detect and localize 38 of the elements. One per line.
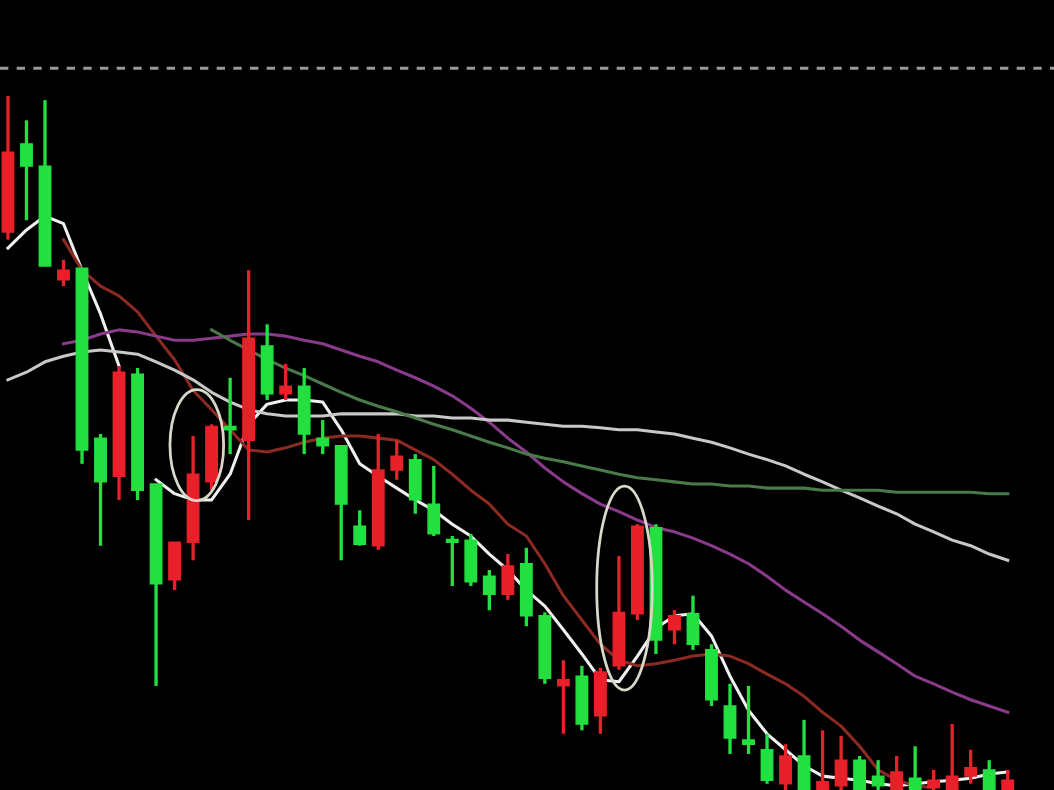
candlestick bbox=[57, 258, 70, 288]
candlestick bbox=[445, 534, 459, 588]
candlestick bbox=[223, 376, 237, 456]
candlestick bbox=[94, 432, 107, 548]
candlestick bbox=[501, 552, 515, 602]
candlestick bbox=[908, 744, 922, 790]
candlestick bbox=[20, 118, 33, 222]
candlestick bbox=[927, 768, 941, 790]
candlestick bbox=[760, 732, 774, 786]
candlestick bbox=[353, 508, 367, 548]
candlestick bbox=[316, 418, 330, 456]
candlestick bbox=[816, 728, 830, 790]
candlestick bbox=[1001, 768, 1015, 790]
candlestick bbox=[834, 734, 848, 790]
candlestick bbox=[593, 666, 607, 736]
candlestick bbox=[871, 758, 885, 790]
candlestick bbox=[279, 362, 293, 402]
candlestick bbox=[390, 438, 404, 482]
candlestick bbox=[797, 718, 811, 790]
candlestick bbox=[723, 682, 737, 756]
candlestick bbox=[686, 594, 700, 652]
candlestick bbox=[945, 722, 959, 790]
candlestick bbox=[779, 742, 792, 790]
candlestick bbox=[668, 608, 681, 646]
candlestick bbox=[575, 664, 589, 732]
candlestick bbox=[853, 754, 867, 790]
candlestick bbox=[890, 754, 904, 790]
candlestick bbox=[482, 568, 496, 612]
candlestick bbox=[742, 684, 755, 756]
candlestick bbox=[168, 540, 182, 592]
candlestick bbox=[464, 532, 478, 588]
candlestick bbox=[297, 366, 311, 456]
candlestick bbox=[260, 322, 274, 402]
candlestick bbox=[982, 758, 996, 790]
candlestick bbox=[964, 748, 978, 786]
candlestick bbox=[408, 452, 422, 516]
candlestick bbox=[427, 464, 441, 538]
candlestick bbox=[556, 658, 570, 736]
